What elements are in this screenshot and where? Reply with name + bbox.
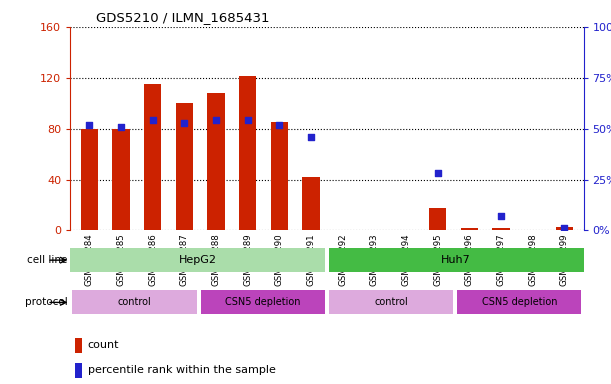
Bar: [329, 248, 584, 272]
Bar: [144, 84, 161, 230]
Point: [433, 170, 442, 177]
Point: [306, 134, 316, 140]
Text: count: count: [88, 340, 119, 350]
Bar: [461, 228, 478, 230]
Point: [116, 124, 126, 130]
Point: [496, 213, 506, 219]
Point: [148, 118, 158, 124]
Text: control: control: [117, 297, 152, 308]
Bar: [75, 362, 81, 378]
Bar: [239, 76, 257, 230]
Text: GDS5210 / ILMN_1685431: GDS5210 / ILMN_1685431: [96, 11, 269, 24]
Bar: [271, 122, 288, 230]
Point: [274, 121, 284, 127]
Bar: [429, 207, 447, 230]
Text: Huh7: Huh7: [441, 255, 471, 265]
Text: control: control: [374, 297, 408, 308]
Bar: [200, 290, 325, 314]
Bar: [457, 290, 582, 314]
Bar: [70, 248, 325, 272]
Bar: [175, 103, 193, 230]
Point: [180, 119, 189, 126]
Point: [560, 225, 569, 232]
Bar: [112, 129, 130, 230]
Text: protocol: protocol: [25, 297, 68, 308]
Point: [243, 118, 252, 124]
Bar: [302, 177, 320, 230]
Bar: [329, 290, 453, 314]
Text: HepG2: HepG2: [178, 255, 216, 265]
Text: CSN5 depletion: CSN5 depletion: [225, 297, 301, 308]
Bar: [75, 338, 81, 353]
Text: percentile rank within the sample: percentile rank within the sample: [88, 365, 276, 375]
Text: CSN5 depletion: CSN5 depletion: [481, 297, 557, 308]
Text: cell line: cell line: [27, 255, 68, 265]
Bar: [207, 93, 225, 230]
Bar: [556, 227, 573, 230]
Bar: [492, 228, 510, 230]
Bar: [81, 129, 98, 230]
Point: [211, 118, 221, 124]
Bar: [72, 290, 197, 314]
Point: [84, 121, 94, 127]
